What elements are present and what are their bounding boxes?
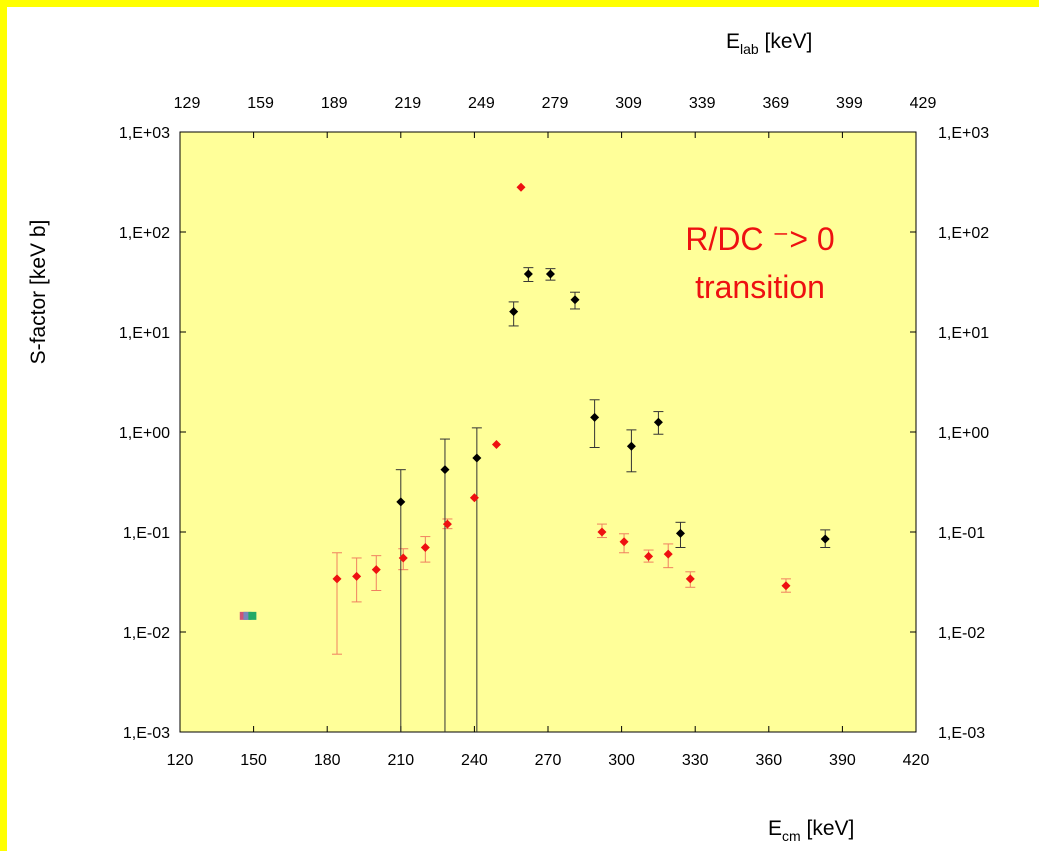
x-top-tick-label: 339: [689, 95, 716, 112]
y-right-tick-label: 1,E-02: [938, 625, 985, 642]
x-top-tick-label: 129: [174, 95, 201, 112]
data-point: [491, 439, 501, 449]
x-top-tick-label: 249: [468, 95, 495, 112]
data-point: [545, 269, 555, 279]
data-point: [653, 417, 663, 427]
x-axis-label-sub: cm: [782, 828, 801, 844]
x-tick-label: 210: [387, 752, 414, 769]
y-tick-label: 1,E-02: [123, 625, 170, 642]
x-tick-label: 240: [461, 752, 488, 769]
y-tick-label: 1,E+01: [119, 325, 170, 342]
data-point: [371, 565, 381, 575]
x-axis-label: Ecm [keV]: [768, 817, 854, 844]
x-tick-label: 420: [903, 752, 930, 769]
y-right-tick-label: 1,E+00: [938, 425, 989, 442]
annotation-line-2: transition: [695, 269, 825, 305]
x-axis-label-main: E: [768, 817, 782, 840]
data-point: [516, 182, 526, 192]
x-top-tick-label: 219: [394, 95, 421, 112]
data-point: [398, 553, 408, 563]
x-tick-label: 150: [240, 752, 267, 769]
data-point: [781, 581, 791, 591]
data-point: [420, 542, 430, 552]
data-point: [663, 549, 673, 559]
data-point: [332, 574, 342, 584]
y-tick-label: 1,E-03: [123, 725, 170, 742]
y-tick-label: 1,E-01: [123, 525, 170, 542]
data-point: [685, 574, 695, 584]
x-tick-label: 120: [167, 752, 194, 769]
data-point: [644, 551, 654, 561]
data-point: [352, 571, 362, 581]
data-point: [675, 528, 685, 538]
x-axis-label-unit: [keV]: [801, 817, 855, 840]
x-top-tick-label: 369: [762, 95, 789, 112]
x-top-axis-label-sub: lab: [740, 41, 759, 57]
y-right-tick-label: 1,E+03: [938, 125, 989, 142]
x-top-tick-label: 279: [542, 95, 569, 112]
plot-area: [179, 131, 917, 733]
x-tick-label: 270: [535, 752, 562, 769]
x-tick-label: 360: [755, 752, 782, 769]
data-point: [523, 269, 533, 279]
y-axis-label: S-factor [keV b]: [27, 220, 50, 365]
y-tick-label: 1,E+03: [119, 125, 170, 142]
x-top-tick-label: 309: [615, 95, 642, 112]
x-top-tick-label: 399: [836, 95, 863, 112]
x-tick-label: 180: [314, 752, 341, 769]
x-top-axis-label-main: E: [726, 30, 740, 53]
x-top-axis-label: Elab [keV]: [726, 30, 812, 57]
data-point: [509, 307, 519, 317]
x-tick-label: 330: [682, 752, 709, 769]
y-right-tick-label: 1,E-03: [938, 725, 985, 742]
data-point: [472, 453, 482, 463]
x-top-tick-label: 159: [247, 95, 274, 112]
x-top-tick-label: 429: [910, 95, 937, 112]
data-point: [248, 611, 257, 620]
data-point: [243, 611, 252, 620]
x-top-axis-label-unit: [keV]: [759, 30, 813, 53]
data-point: [626, 441, 636, 451]
y-tick-label: 1,E+02: [119, 225, 170, 242]
y-right-tick-label: 1,E+01: [938, 325, 989, 342]
x-tick-label: 390: [829, 752, 856, 769]
y-right-tick-label: 1,E-01: [938, 525, 985, 542]
data-point: [597, 527, 607, 537]
data-point: [440, 465, 450, 475]
data-point: [442, 519, 452, 529]
y-right-tick-label: 1,E+02: [938, 225, 989, 242]
data-point: [396, 497, 406, 507]
data-point: [619, 537, 629, 547]
x-tick-label: 300: [608, 752, 635, 769]
data-point: [820, 534, 830, 544]
annotation-line-1: R/DC ⁻> 0: [685, 221, 834, 257]
data-point: [590, 412, 600, 422]
x-top-tick-label: 189: [321, 95, 348, 112]
data-point: [570, 295, 580, 305]
data-point: [469, 493, 479, 503]
y-tick-label: 1,E+00: [119, 425, 170, 442]
